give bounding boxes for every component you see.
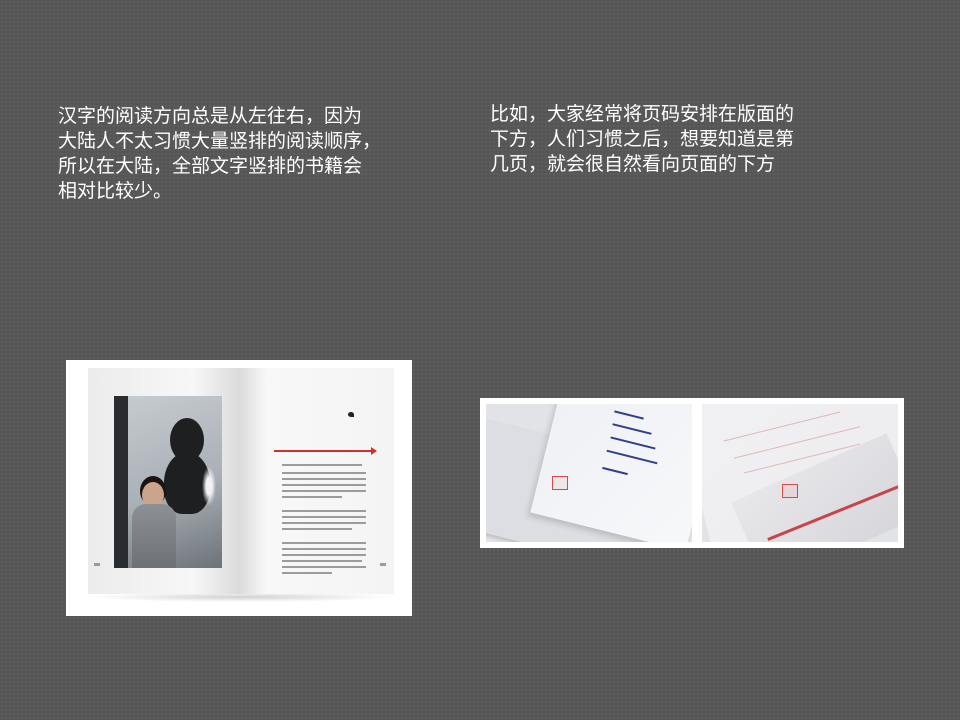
book-text-line — [282, 548, 366, 550]
page-number-photo-bottom-left — [486, 404, 692, 542]
book-text-line — [282, 472, 366, 474]
page-number-photo-folded — [702, 404, 898, 542]
book-text-line — [282, 542, 366, 544]
book-text-line — [282, 522, 366, 524]
page-number-highlight-icon — [782, 484, 798, 498]
book-text-line — [282, 496, 342, 498]
page-number-photos — [480, 398, 904, 548]
left-page-number — [94, 563, 100, 566]
book-text-line — [282, 516, 366, 518]
book-text-line — [282, 464, 362, 466]
right-paragraph: 比如，大家经常将页码安排在版面的 下方，人们习惯之后，想要知道是第 几页，就会很… — [490, 103, 795, 175]
book-text-line — [282, 484, 366, 486]
book-text-line — [282, 560, 362, 562]
book-text-line — [282, 478, 366, 480]
book-text-line — [282, 510, 366, 512]
book-text-line — [282, 572, 332, 574]
book-text-line — [282, 554, 366, 556]
page-number-highlight-icon — [552, 476, 568, 490]
book-text-line — [282, 566, 366, 568]
right-page-number — [380, 563, 386, 566]
book-shadow — [88, 592, 394, 602]
book-text-line — [282, 490, 366, 492]
left-paragraph: 汉字的阅读方向总是从左往右，因为 大陆人不太习惯大量竖排的阅读顺序， 所以在大陆… — [58, 105, 382, 202]
open-book-photo — [66, 360, 412, 616]
reading-direction-arrow-icon — [274, 447, 377, 455]
portrait-photo — [114, 396, 222, 568]
bird-icon — [348, 412, 354, 417]
book-right-page — [238, 368, 394, 594]
book-text-line — [282, 528, 352, 530]
book-left-page — [88, 368, 238, 594]
